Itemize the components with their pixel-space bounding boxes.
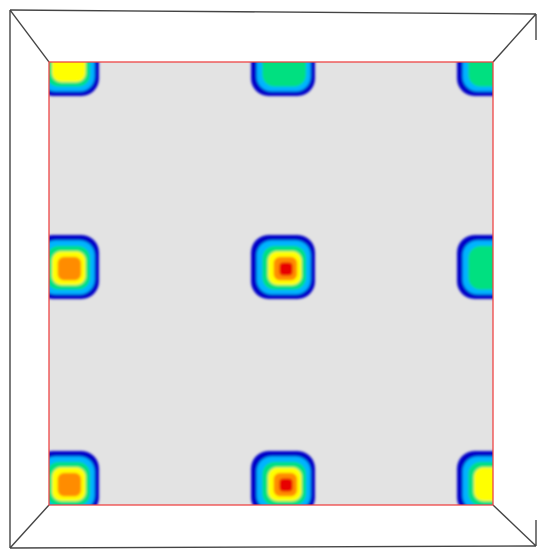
heat-blob xyxy=(457,62,493,96)
heat-blob xyxy=(251,235,315,299)
heat-blob xyxy=(251,62,315,96)
blob-band xyxy=(262,62,307,87)
frame-bottom-edge xyxy=(9,545,537,549)
heat-blob xyxy=(49,451,99,505)
frame-corner-tl xyxy=(9,9,50,63)
heat-blob xyxy=(457,235,493,299)
heat-blob xyxy=(49,62,99,96)
panel-border xyxy=(48,61,494,506)
frame-corner-tr xyxy=(492,13,537,63)
blob-band xyxy=(279,478,293,492)
blob-band xyxy=(52,62,86,82)
heat-blob xyxy=(251,451,315,505)
heat-blob xyxy=(49,235,99,299)
blob-band xyxy=(468,62,493,87)
heat-blob xyxy=(457,451,493,505)
heatmap-blobs xyxy=(49,62,493,505)
frame-corner-bl xyxy=(9,504,50,549)
blob-band xyxy=(57,472,82,497)
frame-top-edge xyxy=(9,9,537,15)
blob-band xyxy=(279,262,293,276)
blob-band xyxy=(57,256,82,281)
box-frame xyxy=(9,9,537,549)
blob-band xyxy=(468,245,493,290)
blob-band xyxy=(474,467,493,501)
frame-corner-br xyxy=(492,504,537,547)
